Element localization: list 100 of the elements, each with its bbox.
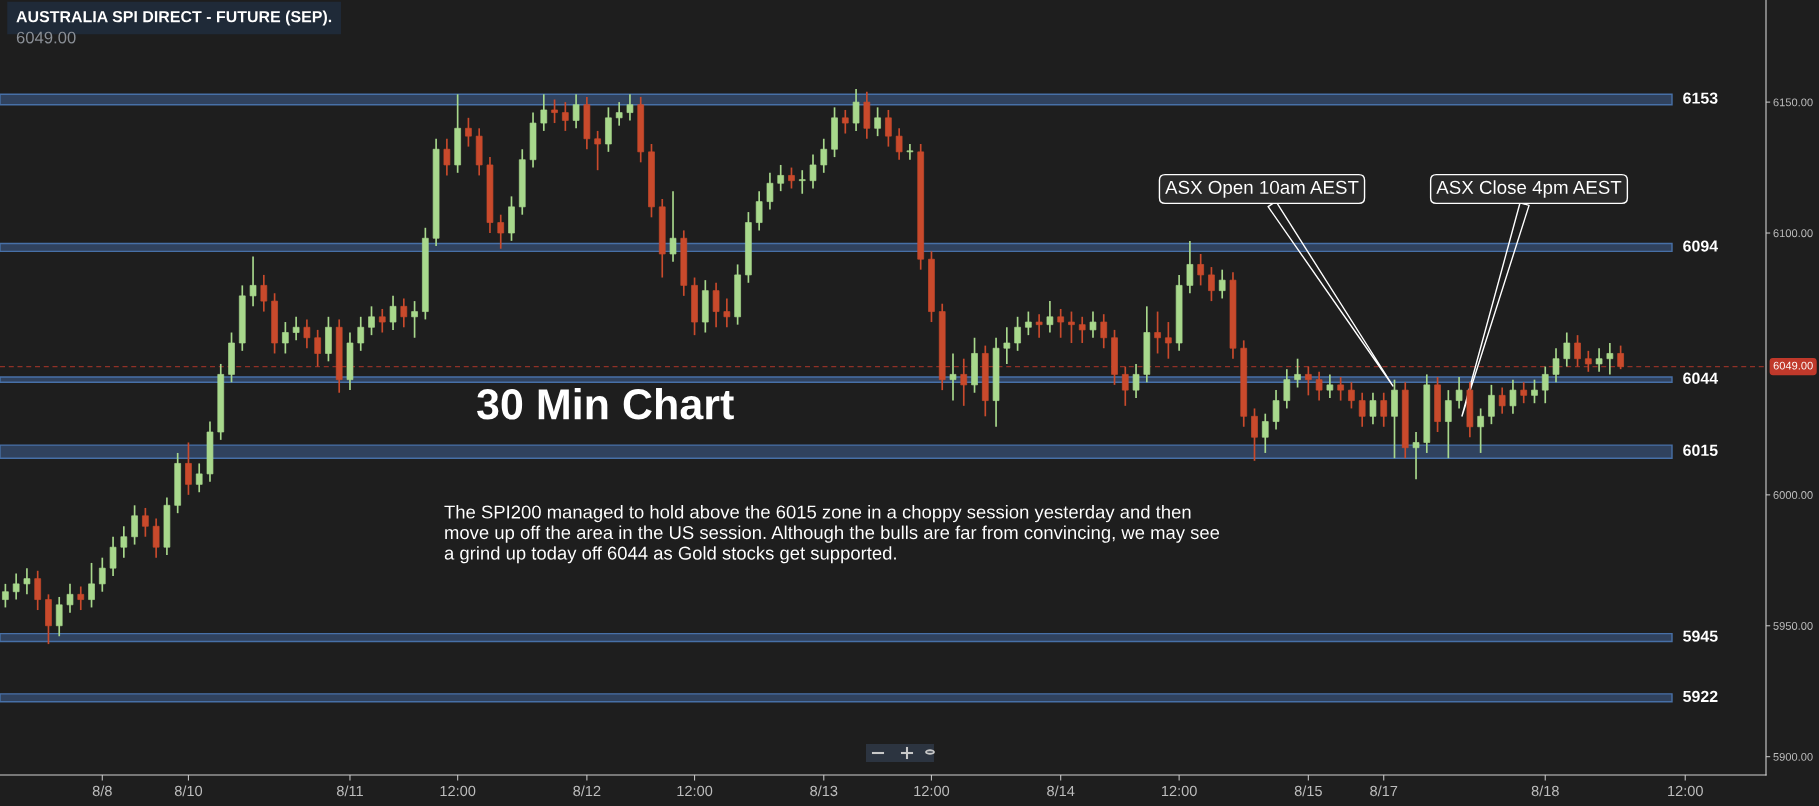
band-label: 5922 (1683, 690, 1718, 703)
candlestick (497, 213, 505, 250)
annotation: The SPI200 managed to hold above the 6015 zone in a choppy session yesterday and then move up off the area in the US session. Although the bulls are far from convincing, we may see a grind up today off 6044 as Gold stocks get supported. (444, 505, 1220, 564)
candlestick (540, 93, 548, 132)
candlestick (1132, 363, 1140, 399)
candlestick (1574, 334, 1581, 368)
candlestick (260, 274, 268, 313)
annotation: ASX Close 4pm AEST (1436, 180, 1622, 198)
x-tick-label: 8/12 (573, 785, 601, 797)
candlestick (142, 507, 149, 538)
candlestick (249, 255, 257, 308)
candlestick (23, 567, 31, 596)
candlestick (195, 462, 203, 494)
band-label: 5945 (1683, 630, 1718, 642)
candlestick (1552, 347, 1560, 384)
candlestick (465, 116, 472, 148)
candlestick (562, 101, 569, 132)
candlestick (1208, 266, 1215, 302)
candlestick (400, 297, 408, 329)
candlestick (1326, 373, 1334, 399)
candlestick (572, 93, 580, 130)
x-tick-label: 12:00 (1668, 785, 1703, 797)
candlestick (960, 357, 968, 407)
candlestick (949, 352, 957, 402)
candlestick (1369, 391, 1377, 425)
candlestick (1337, 376, 1344, 402)
candlestick (1520, 381, 1528, 405)
x-tick-label: 12:00 (677, 785, 713, 797)
candlestick (842, 109, 849, 135)
candlestick (895, 127, 903, 161)
candlestick (66, 583, 74, 614)
candlestick (1305, 365, 1312, 397)
band-label: 6094 (1683, 240, 1719, 252)
candlestick (185, 441, 192, 496)
candlestick (98, 556, 106, 593)
x-tick-label: 12:00 (914, 785, 950, 797)
candlestick (292, 315, 300, 342)
candlestick (1488, 384, 1495, 425)
ref-line-label: 6049.00 (1773, 361, 1813, 370)
candlestick (1014, 315, 1021, 352)
band-label: 6015 (1683, 444, 1718, 456)
candlestick (357, 315, 365, 352)
candlestick (1606, 342, 1614, 376)
candlestick (1154, 310, 1161, 355)
candlestick (1251, 407, 1258, 462)
x-tick-label: 8/15 (1294, 785, 1322, 797)
candlestick (1412, 431, 1420, 480)
candlestick (874, 106, 881, 137)
candlestick (615, 101, 623, 127)
candlestick (12, 572, 20, 601)
candlestick (1380, 391, 1388, 428)
x-tick-label: 12:00 (1161, 785, 1197, 797)
candlestick (1057, 308, 1064, 339)
candlestick (788, 166, 795, 190)
candlestick (906, 143, 914, 161)
candlestick (1283, 368, 1291, 410)
candlestick (1100, 313, 1108, 350)
candlestick (1498, 386, 1506, 415)
candlestick (885, 109, 892, 148)
candlestick (411, 300, 418, 339)
candlestick (34, 569, 41, 611)
candlestick (1046, 300, 1054, 334)
band-label: 6153 (1683, 92, 1718, 104)
candlestick (77, 585, 85, 611)
band-label: 6044 (1683, 372, 1719, 384)
candlestick (152, 517, 160, 559)
candlestick (378, 308, 386, 334)
x-tick-label: 8/8 (92, 785, 112, 797)
candlestick (1509, 378, 1517, 415)
x-tick-label: 8/13 (810, 785, 838, 797)
candlestick (1445, 389, 1452, 460)
candlestick (1261, 412, 1269, 454)
candlestick (1617, 344, 1624, 371)
text: AUSTRALIA SPI DIRECT - FUTURE (SEP). (16, 10, 332, 26)
y-tick-label: 5900.00 (1773, 752, 1813, 761)
candlestick (1348, 381, 1355, 410)
candlestick (1003, 326, 1011, 365)
candlestick (1068, 310, 1075, 344)
candlestick (1078, 315, 1086, 344)
candlestick (798, 169, 806, 195)
candlestick (109, 535, 117, 577)
candlestick (669, 190, 677, 263)
candlestick (1197, 253, 1204, 287)
candlestick (1358, 391, 1366, 428)
x-tick-label: 12:00 (440, 785, 476, 797)
candlestick (120, 525, 128, 559)
candlestick (1563, 331, 1571, 368)
annotation: 30 Min Chart (476, 387, 734, 420)
candlestick (88, 562, 95, 609)
candlestick (1186, 240, 1194, 295)
y-tick-label: 5950.00 (1773, 622, 1813, 630)
candlestick (755, 190, 763, 232)
candlestick (55, 596, 63, 638)
candlestick (1294, 357, 1301, 389)
candlestick (626, 93, 634, 122)
candlestick (1025, 310, 1032, 336)
candlestick (1315, 370, 1323, 402)
candlestick (389, 295, 397, 331)
x-tick-label: 8/17 (1370, 785, 1398, 797)
candlestick (1541, 365, 1549, 405)
